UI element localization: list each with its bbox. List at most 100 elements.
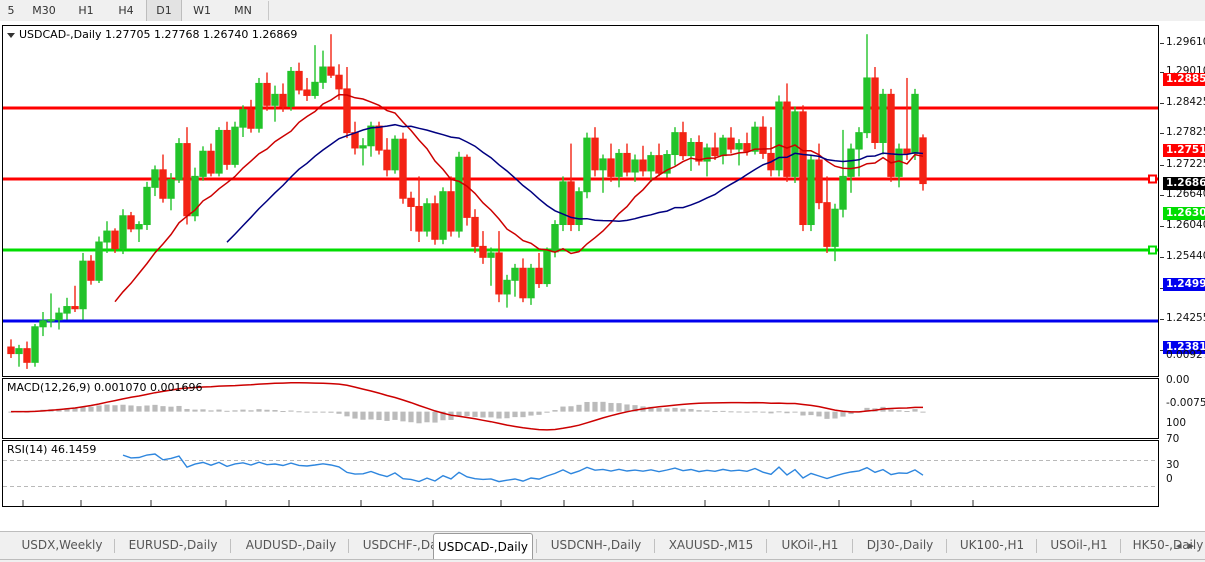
symbol-header-text: USDCAD-,Daily 1.27705 1.27768 1.26740 1.… <box>19 28 298 41</box>
price-pane[interactable]: USDCAD-,Daily 1.27705 1.27768 1.26740 1.… <box>2 25 1159 377</box>
macd-histogram-bar <box>88 406 94 412</box>
macd-histogram-bar <box>624 404 630 412</box>
candle-body <box>815 159 823 204</box>
candle-body <box>471 216 479 247</box>
timeframe-button-d1[interactable]: D1 <box>146 0 182 21</box>
level-handle-1.27515[interactable] <box>1148 174 1157 184</box>
price-marker-1.26869[interactable]: 1.26869 <box>1163 177 1205 190</box>
symbol-tab-usdcnh-daily[interactable]: USDCNH-,Daily <box>550 538 642 552</box>
symbol-tab-hk50-daily[interactable]: HK50-,Daily <box>1132 538 1204 552</box>
candle-body <box>655 155 663 174</box>
timeframe-button-h1[interactable]: H1 <box>78 4 94 17</box>
candle-body <box>511 267 519 281</box>
symbol-tab-audusd-daily[interactable]: AUDUSD-,Daily <box>245 538 337 552</box>
candle-body <box>679 132 687 157</box>
macd-histogram-bar <box>584 401 590 412</box>
macd-chart-svg <box>8 382 926 431</box>
macd-histogram-bar <box>736 411 742 413</box>
tab-separator <box>536 539 537 553</box>
macd-histogram-bar <box>568 406 574 412</box>
symbol-tab-dj30-daily[interactable]: DJ30-,Daily <box>866 538 934 552</box>
price-tick <box>1160 350 1164 351</box>
candle-body <box>807 159 815 226</box>
timeframe-button-h4[interactable]: H4 <box>118 4 134 17</box>
macd-histogram-bar <box>720 410 726 412</box>
macd-histogram-bar <box>104 404 110 412</box>
candle-body <box>215 129 223 174</box>
candle-body <box>335 74 343 90</box>
symbol-tab-uk100-h1[interactable]: UK100-,H1 <box>959 538 1025 552</box>
candle-body <box>831 208 839 247</box>
price-marker-1.24995[interactable]: 1.24995 <box>1163 278 1205 291</box>
candle-body <box>527 267 535 299</box>
candle-body <box>639 159 647 172</box>
indicator-scale-label: 70 <box>1166 433 1180 445</box>
macd-histogram-bar <box>160 406 166 412</box>
candle-body <box>727 137 735 150</box>
price-tick <box>1160 257 1164 258</box>
macd-histogram-bar <box>216 409 222 412</box>
price-tick-label: 1.26640 <box>1166 188 1205 200</box>
symbol-tab-usdx-weekly[interactable]: USDX,Weekly <box>21 538 103 552</box>
symbol-tab-ukoil-h1[interactable]: UKOil-,H1 <box>781 538 839 552</box>
timeframe-button-m30[interactable]: M30 <box>32 4 56 17</box>
price-chart-svg[interactable] <box>3 26 1158 376</box>
candle-body <box>63 306 71 314</box>
macd-histogram-bar <box>920 411 926 413</box>
macd-histogram-bar <box>336 411 342 414</box>
candle-body <box>327 66 335 76</box>
macd-signal-line <box>11 382 923 431</box>
tab-scroll-right-icon[interactable]: ▸ <box>1188 539 1201 552</box>
candle-body <box>543 251 551 285</box>
macd-histogram-bar <box>152 404 158 412</box>
macd-histogram-bar <box>288 410 294 412</box>
chevron-down-icon[interactable] <box>7 32 15 38</box>
tab-scroll-arrows[interactable]: ◂▸ <box>1176 539 1201 552</box>
timeframe-button-mn[interactable]: MN <box>234 4 252 17</box>
macd-histogram-bar <box>656 408 662 412</box>
timeframe-button-m5[interactable]: 5 <box>7 4 15 17</box>
candle-body <box>503 279 511 295</box>
price-tick-label: 1.26040 <box>1166 219 1205 231</box>
macd-histogram-bar <box>96 405 102 412</box>
price-scale[interactable]: 1.29610 1.29010 1.28425 1.27825 1.27225 1.266… <box>1160 25 1205 511</box>
macd-histogram-bar <box>688 408 694 412</box>
macd-pane[interactable]: MACD(12,26,9) 0.001070 0.001696 <box>2 378 1159 439</box>
ma-fast-line <box>114 93 924 303</box>
macd-histogram-bar <box>112 405 118 412</box>
candle-body <box>295 70 303 91</box>
candle-body <box>447 191 455 232</box>
candle-body <box>167 179 175 199</box>
symbol-tab-usoil-h1[interactable]: USOil-,H1 <box>1050 538 1108 552</box>
candle-body <box>783 101 791 177</box>
price-tick <box>1160 72 1164 73</box>
macd-histogram-bar <box>776 411 782 413</box>
price-marker-1.26306[interactable]: 1.26306 <box>1163 207 1205 220</box>
rsi-pane[interactable]: RSI(14) 46.1459 <box>2 440 1159 507</box>
candle-body <box>887 93 895 177</box>
macd-histogram-bar <box>304 411 310 413</box>
symbol-tab-usdcad-daily[interactable]: USDCAD-,Daily <box>433 533 533 559</box>
symbol-tab-usdchf-daily[interactable]: USDCHF-,Daily <box>362 538 452 552</box>
candle-body <box>151 169 159 188</box>
macd-histogram-bar <box>384 411 390 421</box>
level-handle-1.26306[interactable] <box>1148 245 1157 255</box>
tabbar-underline <box>0 559 1205 560</box>
candle-body <box>263 82 271 106</box>
macd-histogram-bar <box>328 411 334 413</box>
candle-body <box>647 155 655 172</box>
timeframe-button-w1[interactable]: W1 <box>193 4 211 17</box>
price-tick <box>1160 195 1164 196</box>
macd-histogram-bar <box>256 409 262 412</box>
macd-histogram-bar <box>752 411 758 413</box>
macd-histogram-bar <box>760 411 766 413</box>
macd-histogram-bar <box>824 411 830 419</box>
symbol-tab-xauusd-m15[interactable]: XAUUSD-,M15 <box>668 538 754 552</box>
candle-body <box>39 320 47 328</box>
tab-scroll-left-icon[interactable]: ◂ <box>1175 539 1189 552</box>
candle-body <box>391 138 399 171</box>
price-marker-1.27515[interactable]: 1.27515 <box>1163 144 1205 157</box>
symbol-tab-eurusd-daily[interactable]: EURUSD-,Daily <box>128 538 218 552</box>
